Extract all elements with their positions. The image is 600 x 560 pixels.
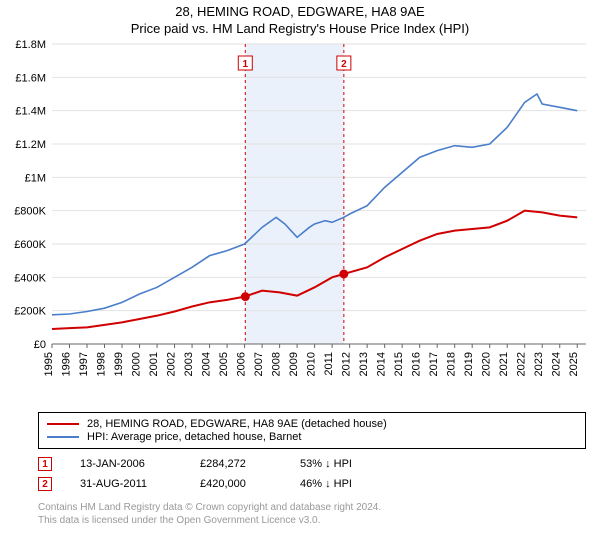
svg-text:1: 1 — [243, 59, 249, 70]
svg-text:£0: £0 — [34, 339, 46, 351]
svg-text:1999: 1999 — [113, 352, 125, 376]
svg-text:2016: 2016 — [411, 352, 423, 376]
svg-text:2025: 2025 — [568, 352, 580, 376]
attribution-line: This data is licensed under the Open Gov… — [38, 514, 586, 527]
svg-text:2011: 2011 — [323, 352, 335, 376]
svg-text:2022: 2022 — [516, 352, 528, 376]
svg-text:2007: 2007 — [253, 352, 265, 376]
svg-text:£1.8M: £1.8M — [15, 39, 46, 51]
sales-table: 1 13-JAN-2006 £284,272 53% ↓ HPI 2 31-AU… — [38, 457, 586, 491]
svg-text:£1.4M: £1.4M — [15, 106, 46, 118]
svg-text:2003: 2003 — [183, 352, 195, 376]
legend-label: HPI: Average price, detached house, Barn… — [87, 431, 301, 443]
legend-swatch — [47, 423, 79, 425]
legend: 28, HEMING ROAD, EDGWARE, HA8 9AE (detac… — [38, 412, 586, 449]
svg-text:£1M: £1M — [25, 172, 46, 184]
svg-text:2023: 2023 — [533, 352, 545, 376]
sale-date: 13-JAN-2006 — [80, 458, 200, 470]
svg-text:2004: 2004 — [201, 352, 213, 376]
sale-price: £420,000 — [200, 478, 300, 490]
chart-svg: £0 £200K £400K £600K £800K £1M £1.2M £1.4M £1.6M… — [0, 36, 600, 406]
legend-swatch — [47, 436, 79, 438]
svg-text:2021: 2021 — [498, 352, 510, 376]
sale-row: 1 13-JAN-2006 £284,272 53% ↓ HPI — [38, 457, 586, 471]
svg-text:£600K: £600K — [14, 239, 46, 251]
legend-label: 28, HEMING ROAD, EDGWARE, HA8 9AE (detac… — [87, 418, 387, 430]
svg-text:2: 2 — [341, 59, 347, 70]
sale-pct: 46% ↓ HPI — [300, 478, 420, 490]
svg-text:£800K: £800K — [14, 206, 46, 218]
address-title: 28, HEMING ROAD, EDGWARE, HA8 9AE — [0, 4, 600, 19]
chart-container: 28, HEMING ROAD, EDGWARE, HA8 9AE Price … — [0, 0, 600, 527]
svg-text:2002: 2002 — [166, 352, 178, 376]
svg-text:£1.2M: £1.2M — [15, 139, 46, 151]
svg-text:2010: 2010 — [306, 352, 318, 376]
svg-text:2019: 2019 — [463, 352, 475, 376]
legend-item: 28, HEMING ROAD, EDGWARE, HA8 9AE (detac… — [47, 418, 577, 430]
svg-text:2001: 2001 — [148, 352, 160, 376]
svg-text:2008: 2008 — [271, 352, 283, 376]
svg-text:2005: 2005 — [218, 352, 230, 376]
svg-text:2013: 2013 — [358, 352, 370, 376]
attribution: Contains HM Land Registry data © Crown c… — [38, 501, 586, 527]
sale-date: 31-AUG-2011 — [80, 478, 200, 490]
subtitle: Price paid vs. HM Land Registry's House … — [0, 21, 600, 36]
svg-text:£400K: £400K — [14, 272, 46, 284]
svg-text:2018: 2018 — [446, 352, 458, 376]
sale-row: 2 31-AUG-2011 £420,000 46% ↓ HPI — [38, 477, 586, 491]
svg-text:2009: 2009 — [288, 352, 300, 376]
sale-marker-icon: 1 — [38, 457, 52, 471]
sale-marker-icon: 2 — [38, 477, 52, 491]
svg-text:1998: 1998 — [96, 352, 108, 376]
svg-text:1997: 1997 — [78, 352, 90, 376]
svg-text:£200K: £200K — [14, 306, 46, 318]
svg-text:2017: 2017 — [428, 352, 440, 376]
sale-price: £284,272 — [200, 458, 300, 470]
legend-item: HPI: Average price, detached house, Barn… — [47, 431, 577, 443]
svg-text:2006: 2006 — [236, 352, 248, 376]
svg-text:1995: 1995 — [43, 352, 55, 376]
attribution-line: Contains HM Land Registry data © Crown c… — [38, 501, 586, 514]
svg-text:2020: 2020 — [481, 352, 493, 376]
svg-text:2015: 2015 — [393, 352, 405, 376]
svg-text:2024: 2024 — [551, 352, 563, 376]
svg-text:1996: 1996 — [61, 352, 73, 376]
svg-text:2014: 2014 — [376, 352, 388, 376]
sale-pct: 53% ↓ HPI — [300, 458, 420, 470]
svg-text:£1.6M: £1.6M — [15, 72, 46, 84]
titles: 28, HEMING ROAD, EDGWARE, HA8 9AE Price … — [0, 0, 600, 36]
chart-area: £0 £200K £400K £600K £800K £1M £1.2M £1.4M £1.6M… — [0, 36, 600, 406]
svg-text:2012: 2012 — [341, 352, 353, 376]
svg-text:2000: 2000 — [131, 352, 143, 376]
